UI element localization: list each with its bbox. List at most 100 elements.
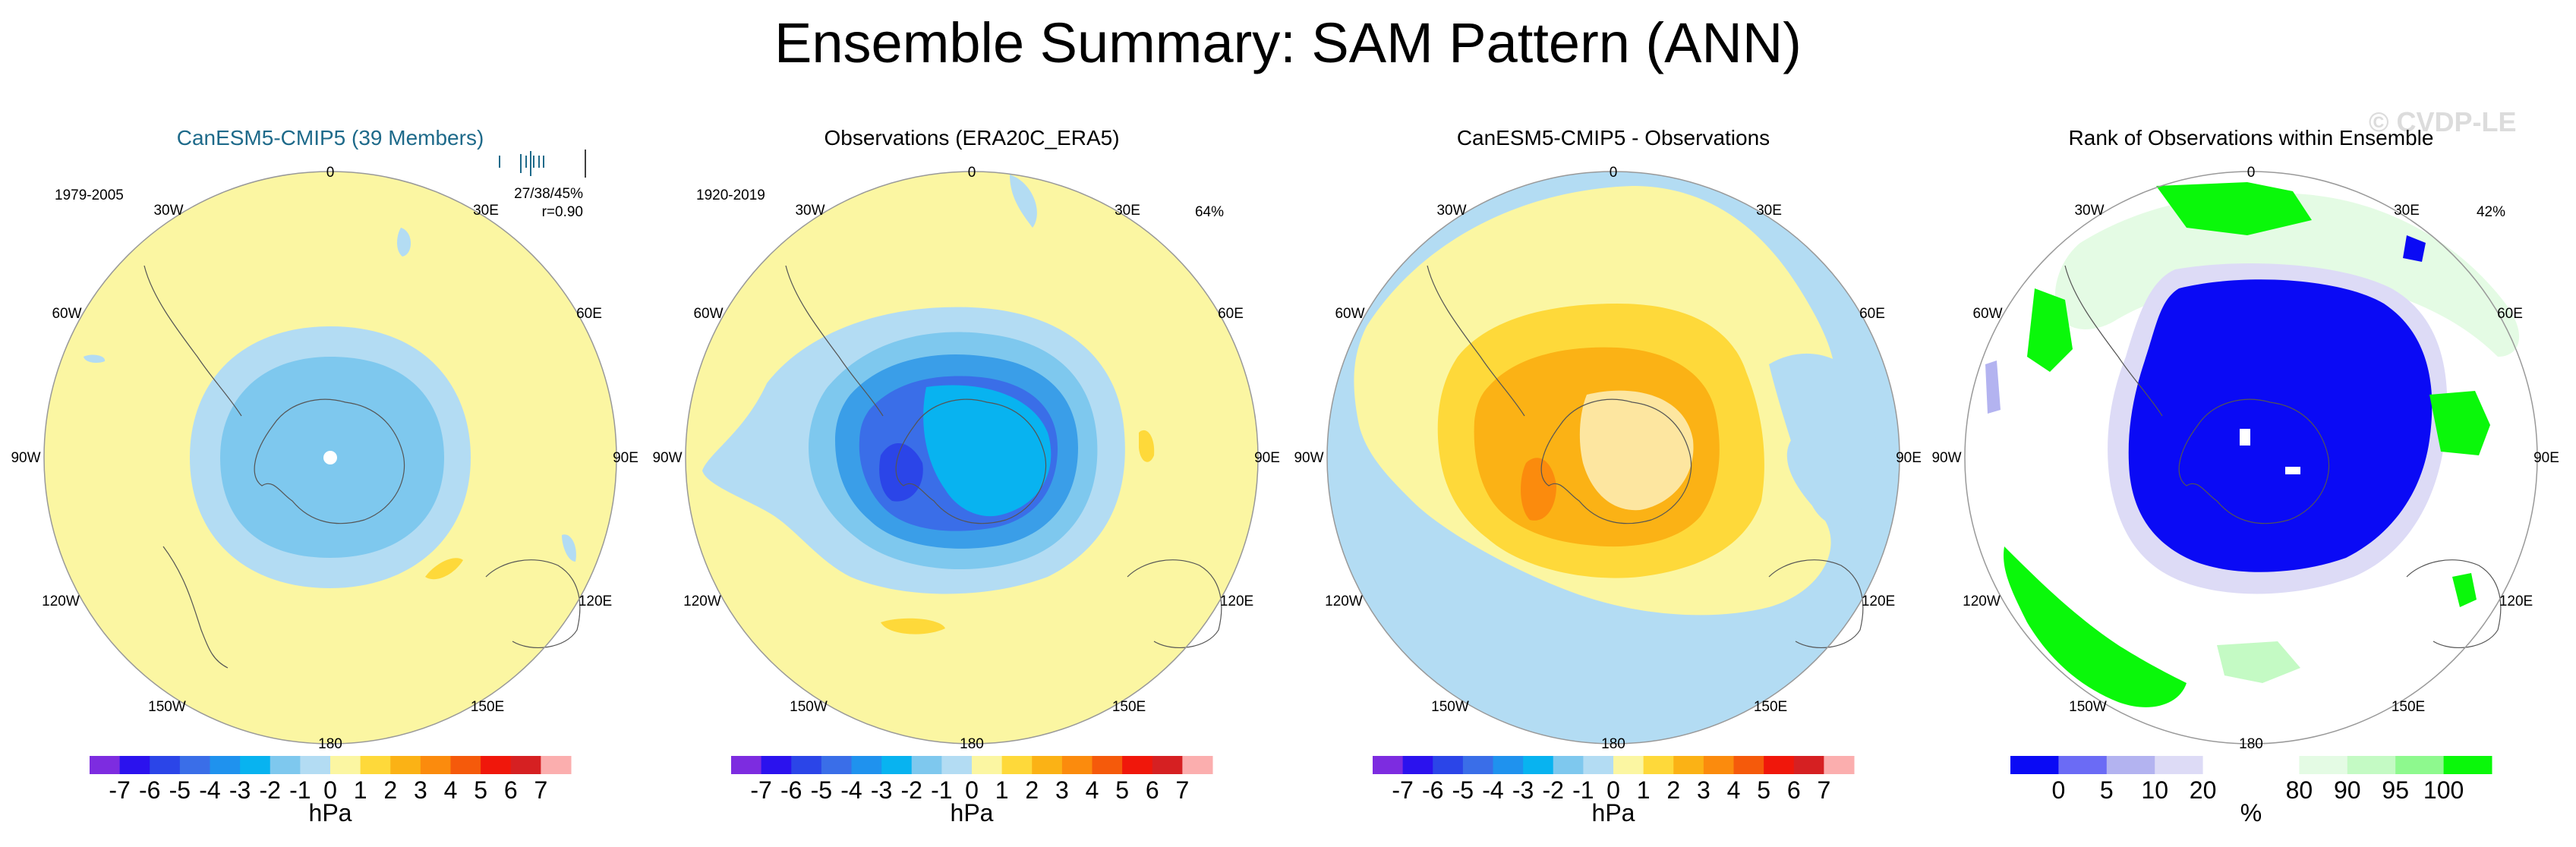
colorbar-tick-label: 90: [2334, 776, 2361, 804]
colorbar-tick-label: 2: [1666, 776, 1680, 804]
panel-1-blob: [84, 354, 106, 363]
colorbar-swatch: [972, 756, 1003, 774]
lon-label: 60W: [1335, 306, 1364, 322]
colorbar-tick-label: 1: [1637, 776, 1651, 804]
lon-label: 90W: [1931, 450, 1961, 466]
colorbar-tick-label: -3: [871, 776, 892, 804]
colorbar-swatch: [1553, 756, 1584, 774]
colorbar-tick-label: 4: [1727, 776, 1741, 804]
colorbar-swatch: [2347, 756, 2396, 774]
colorbar-swatch: [1793, 756, 1824, 774]
lon-label: 90W: [652, 450, 682, 466]
lon-label: 120E: [2499, 594, 2533, 609]
lon-label: 0: [2247, 165, 2256, 181]
lon-label: 90E: [1254, 450, 1280, 466]
colorbar-tick-label: -7: [750, 776, 771, 804]
colorbar-swatch: [450, 756, 481, 774]
panel-2-map: [685, 171, 1259, 745]
colorbar-tick-label: -2: [1543, 776, 1564, 804]
colorbar-tick-label: 3: [414, 776, 427, 804]
colorbar-tick-label: 3: [1055, 776, 1069, 804]
colorbar-swatch: [731, 756, 762, 774]
panel-4-rank-0-5: [2403, 235, 2426, 262]
colorbar-swatch: [1152, 756, 1183, 774]
lon-label: 30E: [1115, 203, 1140, 219]
colorbar-swatch: [791, 756, 822, 774]
panel-4-rank-95-100: [2429, 391, 2490, 455]
panel-3-map: [1326, 171, 1900, 745]
panel-4-percent: 42%: [2477, 204, 2505, 220]
panel-3-map-boundary: [1326, 171, 1900, 745]
colorbar-swatch: [1433, 756, 1464, 774]
panel-2-coastline: [1127, 559, 1222, 649]
lon-label: 150E: [1754, 699, 1787, 715]
lon-label: 90E: [1896, 450, 1922, 466]
panel-1-blob: [397, 228, 411, 257]
colorbar-swatch: [1523, 756, 1554, 774]
panel-2-contour-neg45: [879, 442, 923, 502]
lon-label: 30W: [1436, 203, 1466, 219]
colorbar-tick-label: 7: [1817, 776, 1830, 804]
lon-label: 60E: [1218, 306, 1244, 322]
panel-1-coastline: [162, 546, 229, 669]
colorbar-tick-label: 3: [1697, 776, 1711, 804]
panel-4-coastline: [2064, 265, 2163, 417]
panel-3-antarctica-coast: [1540, 398, 1692, 524]
colorbar-swatch: [821, 756, 852, 774]
colorbar-swatch: [2395, 756, 2445, 774]
panel-4-map: [1964, 171, 2538, 745]
lon-label: 150W: [790, 699, 828, 715]
panel-2-ice-region: [923, 385, 1052, 517]
colorbar-swatch: [119, 756, 150, 774]
colorbar-tick-label: -1: [1572, 776, 1594, 804]
colorbar-swatch: [1613, 756, 1644, 774]
lon-label: 0: [968, 165, 976, 181]
lon-label: 180: [318, 736, 342, 752]
colorbar-swatch: [1032, 756, 1063, 774]
colorbar-swatch: [1402, 756, 1433, 774]
panel-3-coastline: [1768, 559, 1864, 649]
colorbar-tick-label: -5: [811, 776, 832, 804]
lon-label: 120W: [1325, 594, 1363, 609]
lon-label: 150E: [1112, 699, 1146, 715]
panel-1-title: CanESM5-CMIP5 (39 Members): [177, 126, 484, 150]
lon-label: 30E: [473, 203, 499, 219]
panel-4-antarctica-coast: [2178, 398, 2330, 524]
colorbar-tick-label: 6: [1146, 776, 1159, 804]
colorbar-swatch: [179, 756, 210, 774]
colorbar-tick-label: -3: [1512, 776, 1534, 804]
panel-4-colorbar: 0 5 10 20 80 90 95 100: [2010, 756, 2492, 804]
panel-1-coastline: [143, 265, 242, 417]
lon-label: 60W: [52, 306, 81, 322]
panel-4-rank-95-100: [2156, 182, 2312, 235]
panel-1-blob: [562, 534, 576, 562]
colorbar-tick-label: 0: [2052, 776, 2066, 804]
watermark-text: © CVDP-LE: [2369, 106, 2517, 137]
panel-2-blob: [1139, 430, 1155, 462]
lon-label: 120E: [1862, 594, 1895, 609]
colorbar-tick-label: 0: [1606, 776, 1620, 804]
colorbar-swatch: [270, 756, 301, 774]
colorbar-tick-label: -7: [109, 776, 130, 804]
colorbar-tick-label: 80: [2286, 776, 2313, 804]
panel-4-rank-95-100: [2027, 288, 2073, 372]
lon-label: 30W: [153, 203, 183, 219]
panel-4-title: Rank of Observations within Ensemble: [2069, 126, 2434, 150]
lon-label: 120E: [1220, 594, 1253, 609]
colorbar-swatch: [1373, 756, 1404, 774]
colorbar-swatch: [881, 756, 913, 774]
colorbar-swatch: [1673, 756, 1704, 774]
panel-2-period: 1920-2019: [696, 187, 765, 203]
panel-1-units: hPa: [309, 799, 352, 827]
lon-label: 180: [2239, 736, 2263, 752]
lon-label: 30E: [2394, 203, 2420, 219]
colorbar-swatch: [1824, 756, 1855, 774]
lon-label: 60E: [1859, 306, 1885, 322]
colorbar-swatch: [390, 756, 421, 774]
colorbar-tick-label: 5: [474, 776, 487, 804]
figure-title: Ensemble Summary: SAM Pattern (ANN): [774, 11, 1802, 74]
panel-1-stats-line2: r=0.90: [542, 204, 583, 220]
lon-label: 90E: [2533, 450, 2559, 466]
colorbar-swatch: [481, 756, 512, 774]
